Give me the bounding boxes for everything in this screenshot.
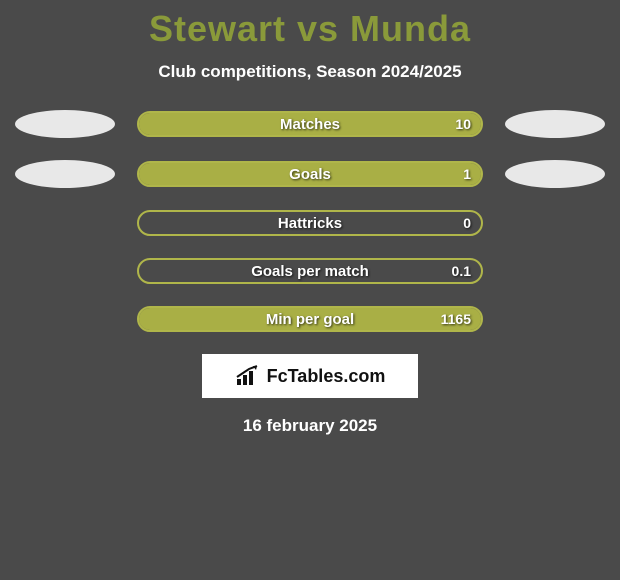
stat-bar: Hattricks0 <box>137 210 483 236</box>
stat-row: Goals1 <box>0 160 620 188</box>
stats-list: Matches10 Goals1 Hattricks0 Goals per match… <box>0 110 620 332</box>
comparison-widget: Stewart vs Munda Club competitions, Seas… <box>0 0 620 436</box>
fctables-icon <box>235 365 261 387</box>
stat-bar: Goals1 <box>137 161 483 187</box>
stat-label: Goals per match <box>139 260 481 282</box>
stat-row: Goals per match0.1 <box>0 258 620 284</box>
stat-value: 0 <box>463 212 471 234</box>
stat-bar-fill <box>139 163 481 185</box>
snapshot-date: 16 february 2025 <box>0 416 620 436</box>
stat-label: Hattricks <box>139 212 481 234</box>
stat-bar-fill <box>139 113 481 135</box>
stat-bar: Matches10 <box>137 111 483 137</box>
stat-row: Matches10 <box>0 110 620 138</box>
source-badge[interactable]: FcTables.com <box>202 354 418 398</box>
source-label: FcTables.com <box>267 366 386 387</box>
player-right-marker <box>505 160 605 188</box>
stat-bar-fill <box>139 308 481 330</box>
player-left-marker <box>15 110 115 138</box>
stat-value: 0.1 <box>452 260 471 282</box>
stat-bar: Goals per match0.1 <box>137 258 483 284</box>
page-subtitle: Club competitions, Season 2024/2025 <box>0 62 620 82</box>
stat-row: Hattricks0 <box>0 210 620 236</box>
stat-row: Min per goal1165 <box>0 306 620 332</box>
page-title: Stewart vs Munda <box>0 8 620 50</box>
player-right-marker <box>505 110 605 138</box>
player-left-marker <box>15 160 115 188</box>
stat-bar: Min per goal1165 <box>137 306 483 332</box>
